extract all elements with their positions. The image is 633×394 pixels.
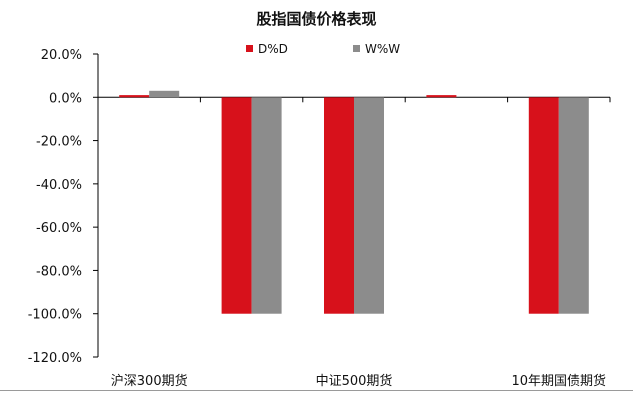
bar-wow-4 — [558, 97, 589, 314]
legend-swatch — [246, 45, 253, 52]
bar-wow-1 — [251, 97, 282, 314]
legend: D%D W%W — [246, 42, 400, 56]
y-tick-label: -120.0% — [28, 351, 82, 366]
bar-dod-2 — [324, 97, 354, 314]
bar-dod-4 — [528, 97, 559, 314]
bars — [119, 90, 589, 314]
x-category-label: 中证500期货 — [316, 373, 393, 389]
bar-wow-0 — [149, 90, 180, 98]
chart-title: 股指国债价格表现 — [256, 10, 377, 28]
bar-dod-1 — [221, 97, 252, 314]
legend-swatch — [353, 45, 360, 52]
x-category-label: 沪深300期货 — [111, 373, 188, 389]
y-tick-label: 20.0% — [41, 48, 82, 63]
bar-dod-0 — [119, 95, 150, 98]
y-tick-label: -80.0% — [36, 264, 82, 279]
y-tick-label: -100.0% — [28, 308, 82, 323]
y-tick-label: -20.0% — [36, 135, 82, 150]
category-labels: 沪深300期货 中证500期货 10年期国债期货 — [111, 373, 606, 389]
x-category-label: 10年期国债期货 — [512, 373, 607, 389]
bar-dod-3 — [426, 95, 457, 98]
legend-label: W%W — [365, 42, 400, 56]
bottom-divider — [0, 390, 633, 391]
y-tick-label: -60.0% — [36, 221, 82, 236]
y-tick-label: 0.0% — [49, 91, 82, 106]
y-tick-label: -40.0% — [36, 178, 82, 193]
y-axis: 20.0% 0.0% -20.0% -40.0% -60.0% -80.0% -100.0%… — [28, 48, 99, 366]
legend-label: D%D — [258, 42, 288, 56]
bar-wow-2 — [354, 97, 384, 314]
